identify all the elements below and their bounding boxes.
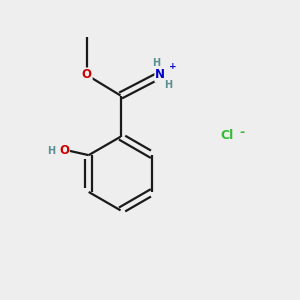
Text: H: H: [152, 58, 160, 68]
Text: -: -: [239, 126, 244, 139]
Text: H: H: [47, 146, 56, 156]
Text: +: +: [169, 62, 176, 71]
Text: Cl: Cl: [220, 129, 233, 142]
Text: O: O: [59, 144, 69, 157]
Text: N: N: [155, 68, 165, 81]
Text: H: H: [164, 80, 172, 90]
Text: O: O: [82, 68, 92, 81]
